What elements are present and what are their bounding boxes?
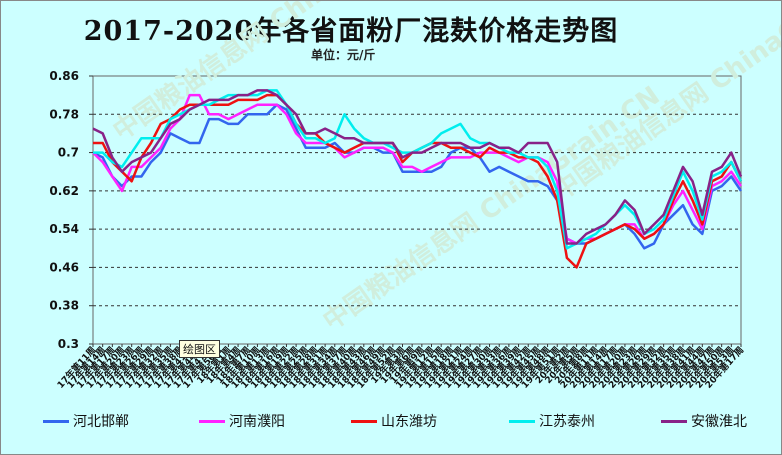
legend-swatch [351,419,377,423]
legend-label: 安徽淮北 [691,414,747,430]
series-line [92,89,743,245]
series-line [92,103,743,250]
y-tick-label: 0.86 [49,69,79,83]
legend-swatch [43,419,69,423]
legend-swatch [199,419,225,423]
y-tick-label: 0.3 [58,337,79,351]
legend-item: 山东潍坊 [351,411,437,431]
y-tick-label: 0.38 [49,299,79,313]
legend-swatch [509,419,535,423]
y-tick-label: 0.54 [49,222,79,236]
chart-subtitle: 单位：元/斤 [311,48,376,62]
legend-label: 山东潍坊 [381,414,437,430]
legend-item: 河南濮阳 [199,411,285,431]
legend-swatch [661,419,687,423]
legend-item: 河北邯郸 [43,411,129,431]
chart-title: 2017-2020年各省面粉厂混麸价格走势图 [83,16,619,47]
y-tick-label: 0.7 [58,146,79,160]
legend-label: 江苏泰州 [539,414,595,430]
y-tick-label: 0.78 [49,107,79,121]
y-tick-label: 0.62 [49,184,79,198]
legend-label: 河南濮阳 [229,414,285,430]
legend-item: 江苏泰州 [509,411,595,431]
series-line [92,93,743,245]
plot-area-tooltip: 绘图区 [179,340,220,358]
y-tick-label: 0.46 [49,260,79,274]
legend-item: 安徽淮北 [661,411,747,431]
legend-label: 河北邯郸 [73,414,129,430]
